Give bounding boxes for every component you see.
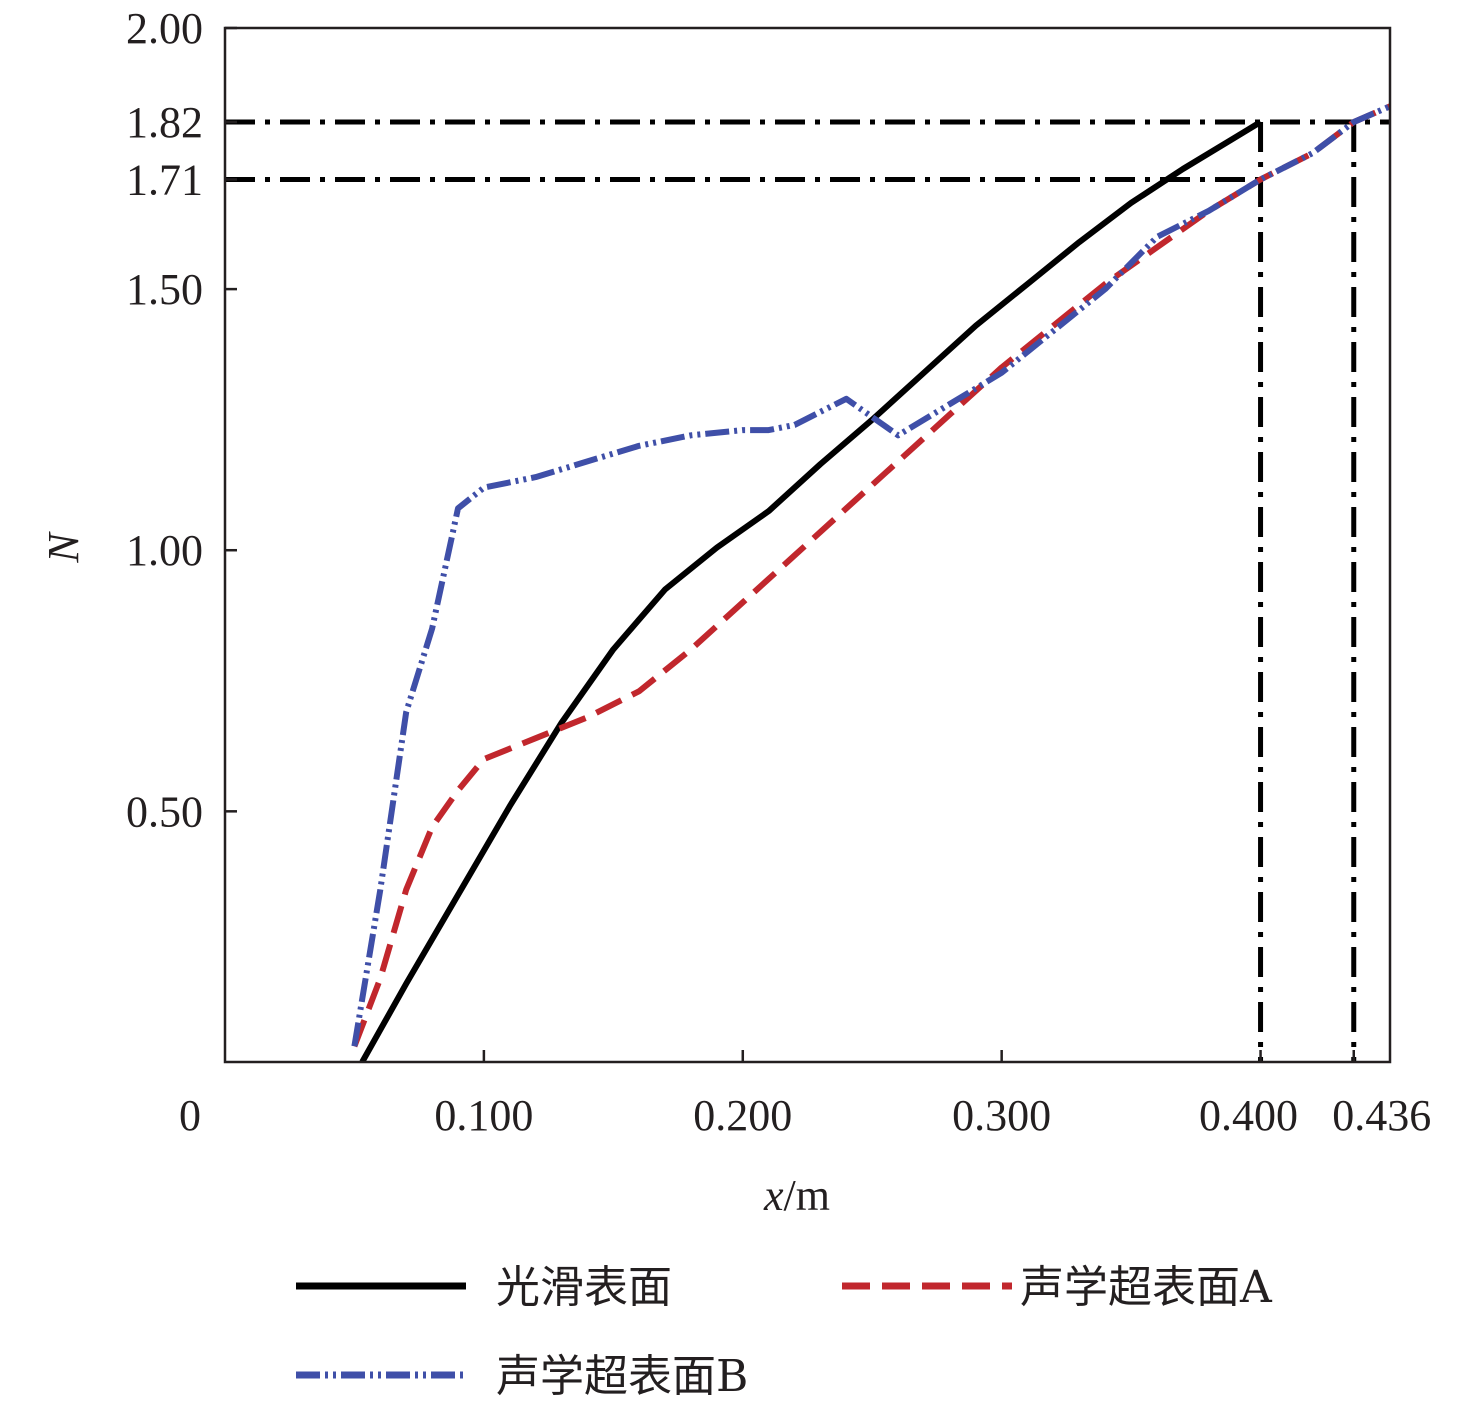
y-axis-title: N — [39, 531, 88, 564]
x-tick-label-4: 0.400 — [1199, 1091, 1298, 1140]
x-tick-label-5: 0.436 — [1332, 1091, 1431, 1140]
x-axis-title-var: x — [763, 1171, 784, 1220]
series-lines — [351, 103, 1390, 1062]
y-tick-label-4: 1.82 — [126, 98, 203, 147]
tick-labels: 0.50 1.00 1.50 1.71 1.82 2.00 0 0.100 0.200 0.300… — [126, 4, 1431, 1140]
legend: 光滑表面 声学超表面A 声学超表面B — [296, 1262, 1273, 1402]
x-axis-title-unit: /m — [784, 1171, 830, 1220]
y-tick-label-5: 2.00 — [126, 4, 203, 53]
x-tick-label-0: 0 — [179, 1091, 201, 1140]
series-line-2 — [351, 103, 1390, 1047]
x-axis-title: x/m — [763, 1171, 830, 1220]
legend-label-smooth: 光滑表面 — [496, 1262, 672, 1313]
series-line-1 — [351, 103, 1390, 1048]
x-tick-label-3: 0.300 — [952, 1091, 1051, 1140]
legend-label-surface-b: 声学超表面B — [496, 1351, 748, 1402]
y-tick-label-1: 1.00 — [126, 526, 203, 575]
plot-frame — [223, 26, 1392, 1064]
series-line-0 — [359, 119, 1263, 1062]
axis-ticks — [225, 26, 1356, 1062]
x-tick-label-1: 0.100 — [434, 1091, 533, 1140]
reference-lines — [225, 119, 1390, 1062]
legend-label-surface-a: 声学超表面A — [1020, 1262, 1273, 1313]
x-tick-label-2: 0.200 — [693, 1091, 792, 1140]
y-tick-label-3: 1.71 — [126, 155, 203, 204]
y-tick-label-2: 1.50 — [126, 265, 203, 314]
y-tick-label-0: 0.50 — [126, 787, 203, 836]
